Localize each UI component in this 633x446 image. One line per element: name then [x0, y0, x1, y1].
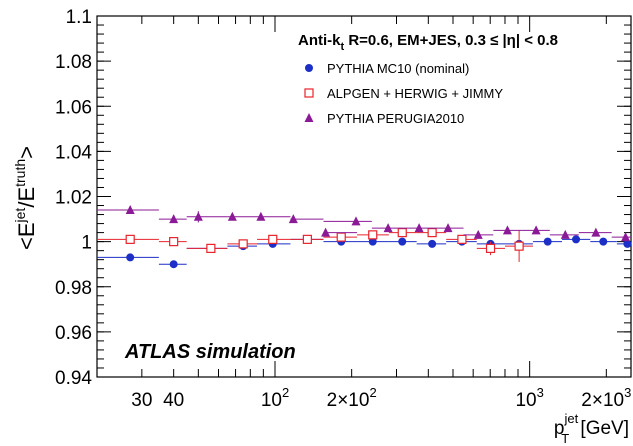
data-point: [457, 234, 467, 244]
data-point: [591, 227, 601, 237]
data-point: [256, 211, 266, 221]
data-point: [514, 241, 524, 251]
data-point: [304, 113, 314, 122]
legend-label: PYTHIA PERUGIA2010: [327, 111, 464, 126]
x-label-sup: jet: [563, 411, 578, 426]
data-point: [302, 234, 312, 244]
y-tick-label: 1.04: [55, 142, 92, 163]
x-label-main: p: [554, 418, 565, 439]
data-point: [351, 216, 361, 226]
data-point: [485, 243, 496, 253]
x-axis-ticks: [96, 16, 607, 377]
y-tick-label: 1: [81, 233, 92, 254]
y-axis-label: <Ejet/Etruth>: [12, 146, 39, 250]
data-point: [572, 235, 581, 244]
series-layer: [97, 205, 632, 269]
data-point: [126, 253, 135, 262]
data-point: [336, 232, 346, 242]
legend-label: ALPGEN + HERWIG + JIMMY: [327, 86, 503, 101]
data-point: [368, 230, 378, 240]
x-tick-label: 40: [163, 390, 184, 411]
data-point: [368, 237, 377, 246]
chart-title: Anti-kt R=0.6, EM+JES, 0.3 ≤ |η| < 0.8: [298, 32, 558, 53]
y-tick-label: 0.96: [55, 323, 92, 344]
data-point: [397, 228, 407, 238]
data-point: [398, 237, 407, 246]
data-point: [169, 237, 179, 247]
data-point: [206, 243, 216, 253]
y-label-close: >: [14, 146, 39, 159]
data-point: [621, 232, 631, 242]
data-point: [531, 225, 541, 235]
data-point: [428, 239, 437, 248]
y-tick-label: 0.94: [55, 368, 92, 389]
data-point: [560, 229, 570, 239]
y-tick-label: 0.98: [55, 278, 92, 299]
atlas-simulation-label: ATLAS simulation: [124, 341, 296, 363]
data-point: [543, 237, 552, 246]
data-point: [169, 214, 179, 224]
data-point: [623, 239, 632, 248]
series-triangle: [97, 205, 631, 242]
data-point: [169, 260, 178, 269]
y-label-sup2: truth: [12, 159, 28, 187]
data-point: [414, 223, 424, 233]
legend: PYTHIA MC10 (nominal) ALPGEN + HERWIG + J…: [304, 61, 503, 126]
y-tick-label: 1.02: [55, 188, 92, 209]
x-tick-label: 102: [261, 385, 289, 411]
data-point: [125, 205, 135, 215]
x-tick-label: 30: [131, 390, 152, 411]
data-point: [473, 229, 483, 239]
series-square-open: [97, 228, 533, 262]
data-point: [305, 64, 313, 72]
y-tick-label: 1.1: [66, 7, 92, 28]
x-tick-label: 103: [515, 385, 543, 411]
data-point: [383, 223, 393, 233]
legend-label: PYTHIA MC10 (nominal): [327, 61, 469, 76]
data-point: [304, 88, 314, 98]
x-axis-tick-labels: 30 40 102 2×102 103 2×103: [131, 385, 631, 411]
data-point: [193, 211, 203, 221]
data-point: [502, 225, 512, 235]
x-label-unit: [GeV]: [575, 418, 629, 439]
y-axis-ticks: [97, 15, 631, 378]
y-tick-label: 1.08: [55, 52, 92, 73]
data-point: [268, 234, 278, 244]
data-point: [227, 211, 237, 221]
y-label-slash: /E: [14, 187, 39, 208]
y-label-main: <E: [14, 222, 39, 250]
x-tick-label: 2×102: [327, 385, 377, 411]
x-label-sub: T: [561, 431, 569, 446]
x-axis-label: pjet T [GeV]: [554, 411, 629, 446]
data-point: [288, 214, 298, 224]
title-lead-sub: t: [341, 41, 345, 53]
title-rest: R=0.6, EM+JES, 0.3 ≤ |η| < 0.8: [344, 32, 558, 49]
data-point: [427, 228, 437, 238]
data-point: [443, 223, 453, 233]
data-point: [321, 227, 331, 237]
y-label-sup1: jet: [12, 208, 28, 224]
x-tick-label: 2×103: [581, 385, 631, 411]
data-point: [125, 234, 135, 244]
y-tick-label: 1.06: [55, 97, 92, 118]
data-point: [238, 239, 248, 249]
title-lead: Anti-k: [298, 32, 341, 49]
data-point: [599, 237, 608, 246]
y-axis-tick-labels: 0.94 0.96 0.98 1 1.02 1.04 1.06 1.08 1.1: [55, 7, 92, 389]
